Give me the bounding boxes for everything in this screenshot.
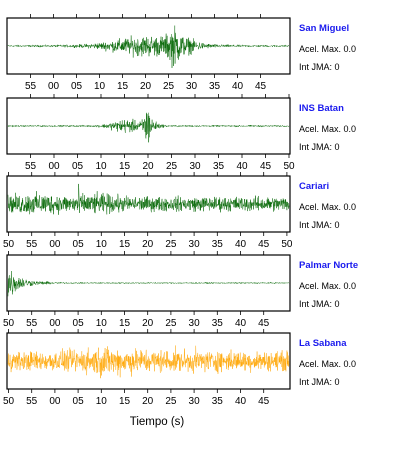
tick-label: 25	[165, 396, 177, 407]
waveform-trace	[7, 112, 290, 143]
tick-label: 40	[235, 239, 247, 250]
tick-label: 55	[25, 161, 37, 172]
tick-label: 00	[48, 161, 60, 172]
tick-label: 30	[189, 396, 201, 407]
tick-label: 25	[165, 318, 177, 329]
acel-max-readout: Acel. Max. 0.0	[299, 359, 357, 369]
tick-label: 45	[258, 318, 270, 329]
tick-label: 00	[49, 396, 61, 407]
acel-max-readout: Acel. Max. 0.0	[299, 202, 357, 212]
tick-label: 10	[96, 318, 108, 329]
panel-frame	[6, 254, 291, 312]
tick-label: 50	[3, 396, 15, 407]
int-jma-readout: Int JMA: 0	[299, 220, 340, 230]
tick-label: 20	[142, 239, 154, 250]
tick-label: 05	[73, 239, 85, 250]
waveform-trace	[7, 183, 290, 216]
tick-label: 05	[72, 161, 84, 172]
tick-label: 45	[255, 81, 267, 92]
tick-label: 15	[119, 239, 131, 250]
tick-label: 15	[119, 318, 131, 329]
tick-label: 05	[71, 81, 83, 92]
station-name: INS Batan	[299, 103, 344, 114]
x-axis-title: Tiempo (s)	[129, 416, 185, 428]
tick-label: 20	[142, 161, 154, 172]
int-jma-readout: Int JMA: 0	[299, 142, 340, 152]
tick-label: 40	[235, 396, 247, 407]
station-name: Palmar Norte	[299, 260, 359, 271]
tick-label: 55	[26, 318, 38, 329]
tick-label: 10	[96, 239, 108, 250]
tick-label: 35	[212, 318, 224, 329]
tick-label: 30	[189, 239, 201, 250]
tick-label: 00	[48, 81, 60, 92]
tick-label: 20	[140, 81, 152, 92]
tick-label: 50	[283, 161, 295, 172]
panel-frame	[6, 97, 291, 155]
tick-label: 15	[119, 161, 131, 172]
panel-la-sabana: 50 55 00 05 10 15 20 25 30 35 40 45	[3, 329, 291, 407]
tick-label: 00	[49, 318, 61, 329]
panel-frame	[6, 175, 291, 233]
tick-label: 45	[258, 396, 270, 407]
station-name: Cariari	[299, 181, 330, 192]
tick-label: 50	[281, 239, 293, 250]
tick-label: 40	[236, 161, 248, 172]
int-jma-readout: Int JMA: 0	[299, 299, 340, 309]
panel-frame	[6, 17, 291, 75]
tick-label: 40	[235, 318, 247, 329]
tick-label: 30	[189, 161, 201, 172]
panel-cariari: 50 55 00 05 10 15 20 25 30 35 40 45 50	[3, 172, 293, 250]
waveform-trace	[7, 25, 290, 69]
tick-label: 40	[232, 81, 244, 92]
panel-frame	[6, 332, 291, 390]
waveform-trace	[7, 345, 290, 379]
tick-label: 50	[3, 239, 15, 250]
tick-label: 55	[26, 239, 38, 250]
station-name: La Sabana	[299, 338, 347, 349]
acel-max-readout: Acel. Max. 0.0	[299, 44, 357, 54]
tick-label: 50	[3, 318, 15, 329]
tick-label: 15	[117, 81, 129, 92]
tick-label: 20	[142, 396, 154, 407]
tick-label: 30	[189, 318, 201, 329]
tick-label: 10	[95, 161, 107, 172]
tick-label: 20	[142, 318, 154, 329]
station-name: San Miguel	[299, 23, 350, 34]
int-jma-readout: Int JMA: 0	[299, 62, 340, 72]
tick-label: 05	[73, 318, 85, 329]
int-jma-readout: Int JMA: 0	[299, 377, 340, 387]
tick-label: 25	[163, 81, 175, 92]
tick-label: 00	[49, 239, 61, 250]
panel-ins-batan: 55 00 05 10 15 20 25 30 35 40 45 50	[6, 94, 295, 172]
tick-label: 35	[209, 81, 221, 92]
tick-label: 35	[212, 239, 224, 250]
acel-max-readout: Acel. Max. 0.0	[299, 124, 357, 134]
acel-max-readout: Acel. Max. 0.0	[299, 281, 357, 291]
tick-label: 55	[26, 396, 38, 407]
tick-label: 10	[96, 396, 108, 407]
panel-san-miguel: 55 00 05 10 15 20 25 30 35 40 45	[6, 14, 291, 92]
tick-label: 10	[94, 81, 106, 92]
tick-label: 05	[73, 396, 85, 407]
tick-label: 35	[213, 161, 225, 172]
tick-label: 45	[260, 161, 272, 172]
tick-label: 15	[119, 396, 131, 407]
panel-palmar-norte: 50 55 00 05 10 15 20 25 30 35 40 45	[3, 251, 291, 329]
tick-label: 55	[25, 81, 37, 92]
tick-label: 45	[258, 239, 270, 250]
tick-label: 25	[165, 239, 177, 250]
waveform-trace	[7, 270, 290, 297]
tick-label: 30	[186, 81, 198, 92]
tick-label: 35	[212, 396, 224, 407]
tick-label: 25	[166, 161, 178, 172]
